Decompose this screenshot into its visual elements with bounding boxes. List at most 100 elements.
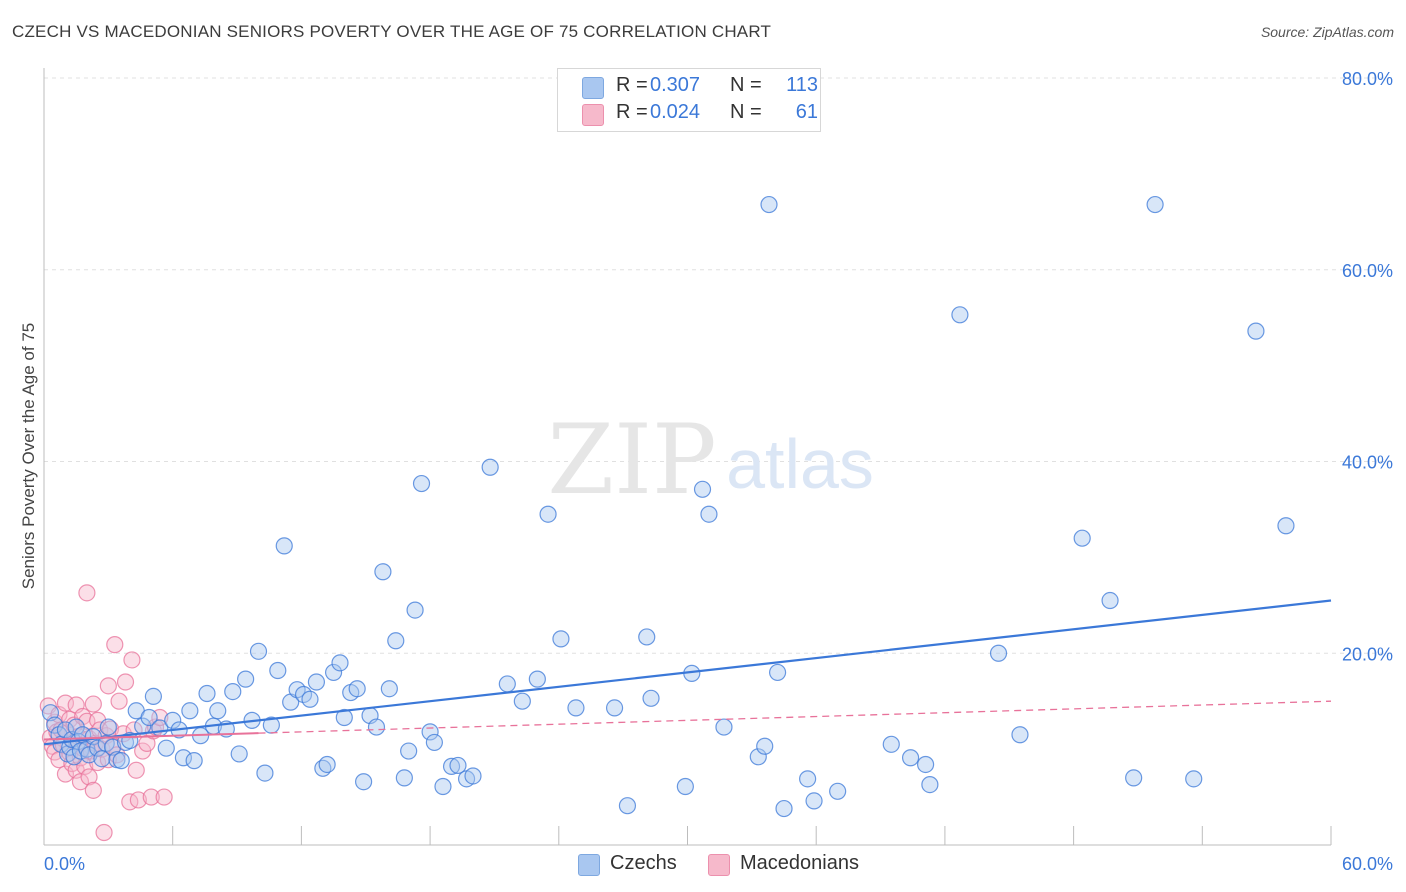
bottom-legend-label-macedonians: Macedonians	[740, 852, 859, 874]
czechs-point	[275, 537, 293, 555]
czechs-point	[318, 755, 336, 774]
czechs-point	[307, 673, 326, 691]
czechs-point	[449, 756, 467, 775]
czechs-point	[144, 687, 162, 705]
czechs-point	[89, 739, 107, 757]
czechs-point	[676, 777, 694, 796]
czechs-point	[412, 474, 431, 493]
czechs-trend-line	[43, 599, 1332, 746]
czechs-point	[367, 718, 386, 736]
czechs-point	[481, 458, 499, 476]
czechs-point	[164, 711, 182, 729]
czechs-point	[112, 752, 130, 770]
chart-title: CZECH VS MACEDONIAN SENIORS POVERTY OVER…	[12, 22, 772, 41]
tick-labels: 20.0% 40.0% 60.0% 80.0% 0.0% 60.0%	[44, 69, 1393, 874]
czechs-point	[237, 670, 255, 688]
czechs-point	[442, 757, 461, 775]
watermark-atlas: atlas	[726, 425, 874, 503]
macedonians-point	[129, 791, 147, 809]
czechs-point	[140, 708, 158, 727]
legend-n-label: N =	[730, 101, 762, 123]
czechs-point	[1277, 517, 1295, 535]
czechs-point	[605, 699, 624, 717]
czechs-point	[700, 505, 718, 523]
macedonians-point	[99, 677, 117, 695]
czechs-point	[1101, 591, 1119, 610]
czechs-point	[224, 682, 242, 701]
czechs-point	[46, 716, 64, 734]
y-axis-label: Seniors Poverty Over the Age of 75	[19, 323, 38, 589]
trend-lines	[43, 599, 1332, 746]
czechs-point	[552, 630, 570, 648]
legend-r-value: 0.307	[650, 74, 701, 96]
czechs-point	[174, 749, 193, 767]
czechs-point	[99, 718, 117, 736]
czechs-point	[989, 644, 1008, 662]
czechs-point	[256, 764, 274, 782]
legend-swatch-macedonians	[582, 104, 604, 126]
czechs-point	[374, 563, 392, 581]
czechs-point	[355, 773, 373, 791]
czechs-point	[406, 601, 424, 619]
czechs-point	[760, 195, 778, 214]
watermark: ZIP atlas	[547, 404, 874, 516]
macedonians-point	[123, 651, 141, 669]
macedonians-trend-line	[43, 732, 259, 741]
macedonians-point	[142, 788, 160, 806]
y-tick-label: 20.0%	[1342, 644, 1393, 664]
legend-r-value: 0.024	[650, 101, 701, 123]
macedonians-point	[80, 768, 98, 786]
czechs-point	[434, 777, 452, 796]
axes	[43, 68, 1332, 846]
y-tick-label: 60.0%	[1342, 261, 1393, 281]
czechs-point	[638, 628, 656, 646]
czechs-point	[80, 746, 98, 764]
czechs-point	[749, 748, 767, 766]
czechs-point	[1011, 726, 1029, 744]
czechs-point	[1185, 770, 1203, 788]
czechs-point	[805, 792, 823, 810]
grid-lines	[44, 77, 1392, 654]
czechs-point	[421, 723, 439, 741]
legend-r-label: R =	[616, 101, 648, 123]
czechs-point	[829, 782, 847, 800]
czechs-point	[181, 702, 199, 720]
source-label: Source: ZipAtlas.com	[1260, 24, 1394, 40]
czechs-point	[249, 642, 268, 660]
czechs-point	[775, 799, 793, 818]
czechs-point	[642, 689, 660, 707]
czechs-point	[198, 684, 216, 703]
macedonians-point	[84, 781, 102, 799]
bottom-legend-swatch-macedonians	[708, 854, 730, 876]
czechs-point	[335, 708, 353, 727]
macedonians-point	[106, 636, 124, 654]
czechs-point	[425, 733, 443, 752]
czechs-point	[324, 663, 343, 682]
czechs-point	[567, 699, 585, 717]
czechs-point	[269, 661, 287, 680]
macedonians-point	[116, 673, 135, 691]
y-tick-label: 80.0%	[1342, 69, 1393, 89]
macedonians-point	[78, 584, 96, 602]
czechs-point	[230, 745, 248, 763]
correlation-legend: R = 0.307 N = 113 R = 0.024 N = 61	[557, 68, 821, 132]
bottom-legend-swatch-czechs	[578, 854, 600, 876]
czechs-point	[1247, 322, 1265, 340]
bottom-legend-label-czechs: Czechs	[610, 852, 677, 874]
macedonians-point	[56, 694, 75, 712]
legend-n-label: N =	[730, 74, 762, 96]
czechs-point	[209, 702, 227, 720]
macedonians-point	[110, 692, 128, 710]
czechs-point	[1073, 529, 1091, 547]
czechs-point	[400, 742, 418, 760]
x-tick-label: 0.0%	[44, 854, 85, 874]
czechs-point	[1146, 195, 1164, 214]
czechs-point	[921, 775, 939, 794]
czechs-point	[901, 749, 920, 767]
czechs-point	[387, 632, 405, 650]
macedonians-point	[127, 761, 145, 779]
czechs-point	[916, 755, 935, 774]
czechs-point	[331, 654, 349, 672]
czechs-point	[513, 692, 531, 710]
